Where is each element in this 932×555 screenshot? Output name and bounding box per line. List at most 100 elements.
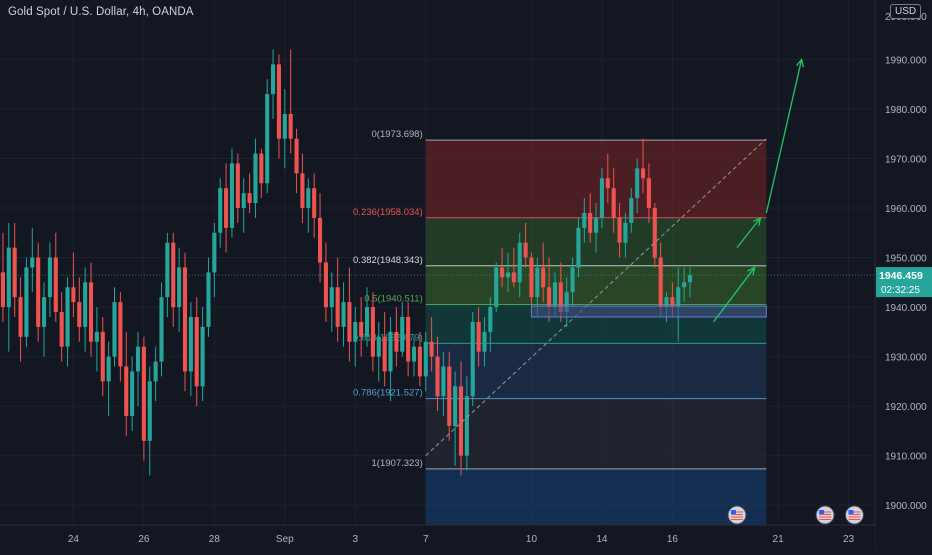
candle bbox=[687, 267, 693, 298]
candle-body bbox=[605, 178, 610, 189]
candle-body bbox=[552, 282, 558, 308]
candle bbox=[617, 203, 622, 258]
time-axis[interactable]: 24 26 28 Sep 3 7 10 14 16 21 23 bbox=[0, 505, 875, 550]
candle-body bbox=[406, 316, 411, 362]
candle-body bbox=[294, 138, 299, 174]
candle-body bbox=[464, 396, 469, 456]
candle-body bbox=[177, 267, 182, 308]
projection-arrow-head bbox=[747, 266, 756, 276]
candle-body bbox=[200, 326, 205, 387]
candle bbox=[188, 302, 193, 397]
candle bbox=[341, 282, 346, 347]
flag-canton bbox=[730, 510, 736, 514]
candle bbox=[353, 307, 358, 367]
candles-layer bbox=[0, 49, 875, 476]
candle bbox=[517, 232, 522, 298]
annotations-layer[interactable] bbox=[425, 57, 805, 457]
candle bbox=[523, 222, 528, 268]
price-tag: 1946.459 02:32:25 bbox=[876, 267, 932, 298]
candle bbox=[135, 331, 141, 407]
candle-body bbox=[664, 297, 669, 308]
candle-body bbox=[482, 331, 487, 352]
fib-level-label: 0(1973.698) bbox=[372, 129, 423, 140]
candle bbox=[400, 302, 405, 357]
candle bbox=[53, 232, 58, 322]
candle-body bbox=[271, 64, 276, 95]
fibonacci-retracement[interactable]: 0(1973.698) 0.236(1958.034) 0.382(1948.343… bbox=[353, 129, 767, 525]
candle bbox=[94, 307, 99, 372]
flag-us-icon[interactable] bbox=[844, 505, 864, 525]
candle bbox=[382, 312, 387, 387]
candle bbox=[494, 262, 499, 313]
candle bbox=[447, 351, 452, 441]
candle-body bbox=[423, 341, 428, 377]
time-tick-label: 14 bbox=[596, 534, 608, 545]
flag-canton bbox=[848, 510, 854, 514]
candle bbox=[130, 356, 135, 431]
time-tick-label: 3 bbox=[353, 534, 359, 545]
candle-body bbox=[676, 287, 681, 308]
candle bbox=[429, 316, 434, 372]
candle bbox=[476, 307, 481, 367]
price-tick-label: 1950.000 bbox=[885, 254, 927, 265]
candle bbox=[623, 212, 628, 258]
candle-body bbox=[476, 321, 481, 352]
price-tick-label: 1910.000 bbox=[885, 452, 927, 463]
candle bbox=[24, 257, 29, 347]
candle-body bbox=[541, 267, 546, 288]
time-tick-label: 24 bbox=[68, 534, 80, 545]
candle bbox=[159, 282, 164, 377]
candle bbox=[370, 292, 375, 372]
candle-body bbox=[300, 173, 305, 209]
candle-body bbox=[312, 188, 317, 218]
candle bbox=[218, 178, 223, 248]
bar-countdown-label: 02:32:25 bbox=[881, 285, 920, 296]
flag-us-icon[interactable] bbox=[727, 505, 747, 525]
candle-body bbox=[218, 188, 223, 233]
candle bbox=[276, 54, 281, 159]
fib-level-label: 0.5(1940.511) bbox=[364, 294, 422, 305]
support-zone-box bbox=[530, 305, 767, 318]
candle bbox=[59, 292, 64, 362]
price-tag-bg bbox=[876, 267, 932, 298]
candle bbox=[259, 148, 264, 199]
candle bbox=[71, 252, 76, 317]
candle bbox=[594, 203, 599, 253]
candle bbox=[83, 267, 88, 352]
candle bbox=[235, 153, 240, 223]
candle bbox=[6, 222, 11, 352]
candle bbox=[229, 148, 235, 238]
fib-level-label: 1(1907.323) bbox=[372, 458, 423, 469]
candle-body bbox=[153, 361, 158, 382]
candle-body bbox=[488, 307, 493, 332]
candle-body bbox=[594, 217, 599, 233]
fib-level-label: 0.618(1932.679) bbox=[353, 332, 423, 343]
candle-body bbox=[224, 188, 229, 228]
candle bbox=[271, 49, 276, 119]
candle bbox=[488, 297, 493, 352]
time-tick-label: 7 bbox=[423, 534, 429, 545]
candle bbox=[605, 153, 610, 204]
currency-badge[interactable]: USD bbox=[890, 4, 922, 19]
flag-us-icon[interactable] bbox=[815, 505, 835, 525]
candle-body bbox=[335, 287, 340, 327]
candle bbox=[0, 232, 5, 322]
candle-body bbox=[517, 242, 522, 283]
price-tick-label: 1970.000 bbox=[885, 154, 927, 165]
candle bbox=[47, 242, 52, 317]
symbol-title: Gold Spot / U.S. Dollar, 4h, OANDA bbox=[8, 6, 194, 18]
candle bbox=[464, 376, 469, 471]
candle-body bbox=[470, 321, 475, 397]
candle bbox=[88, 262, 94, 357]
price-tick-label: 1920.000 bbox=[885, 402, 927, 413]
candle-body bbox=[100, 331, 105, 382]
candle bbox=[317, 193, 323, 283]
projection-arrow-head bbox=[796, 57, 805, 68]
candle-body bbox=[658, 257, 663, 308]
candle-body bbox=[12, 247, 17, 298]
candle bbox=[194, 297, 199, 407]
candle bbox=[147, 366, 152, 476]
price-tick-label: 1900.000 bbox=[885, 501, 927, 512]
